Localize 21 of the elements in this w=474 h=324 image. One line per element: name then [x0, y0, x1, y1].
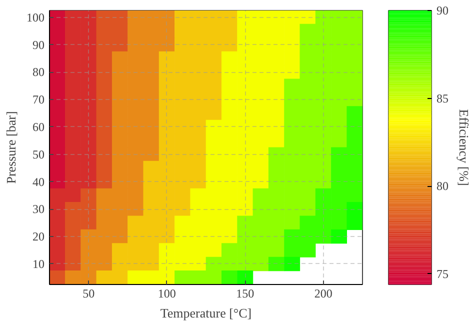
color-bar-label: 85 — [436, 91, 448, 106]
y-tick-label: 90 — [32, 38, 44, 52]
y-tick-label: 70 — [32, 92, 44, 107]
color-bar-label: 80 — [436, 179, 448, 194]
x-tick-label: 150 — [236, 286, 254, 300]
x-tick-label: 50 — [82, 286, 95, 300]
x-axis-title: Temperature [°C] — [160, 306, 252, 320]
y-tick-label: 10 — [32, 256, 44, 271]
y-tick-label: 20 — [32, 230, 44, 244]
y-tick-label: 50 — [32, 147, 44, 162]
y-tick-label: 30 — [32, 202, 44, 216]
y-tick-label: 60 — [32, 120, 44, 134]
color-bar-title: Efficiency [%] — [456, 109, 472, 186]
y-tick-label: 100 — [26, 10, 44, 24]
color-bar-label: 75 — [436, 266, 448, 281]
y-axis-title: Pressure [bar] — [4, 111, 18, 184]
color-bar-label: 90 — [436, 4, 448, 18]
y-tick-label: 80 — [32, 65, 44, 80]
x-tick-label: 200 — [314, 286, 332, 300]
x-tick-label: 100 — [158, 286, 176, 300]
y-tick-label: 40 — [32, 174, 44, 189]
